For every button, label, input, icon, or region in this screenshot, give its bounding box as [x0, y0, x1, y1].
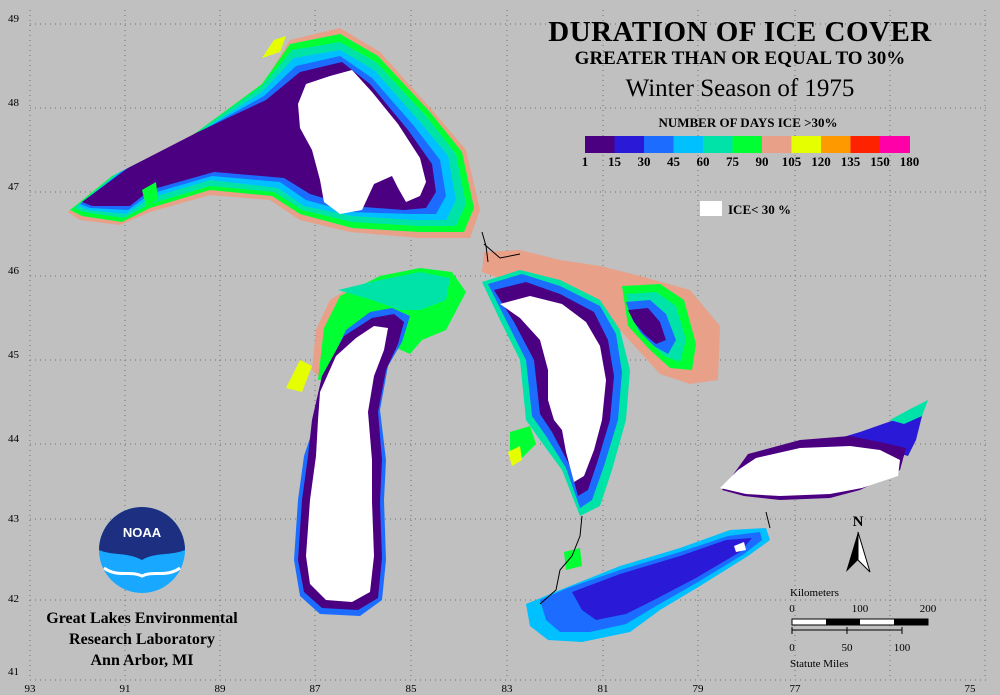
legend-tick-label: 105	[782, 154, 802, 169]
legend-tick-label: 45	[667, 154, 681, 169]
lon-label: 93	[25, 683, 37, 695]
legend-swatch	[673, 136, 704, 153]
lab-location: Ann Arbor, MI	[90, 652, 194, 669]
no-ice-swatch	[700, 201, 722, 216]
lon-label: 77	[790, 683, 802, 695]
legend-swatch	[791, 136, 822, 153]
legend-swatch	[850, 136, 881, 153]
legend-swatch	[880, 136, 910, 153]
legend-tick-label: 15	[608, 154, 622, 169]
legend-tick-label: 30	[638, 154, 651, 169]
lat-label: 46	[8, 265, 20, 277]
lon-label: 87	[310, 683, 322, 695]
legend-tick-labels: 1 15 30 45 60 75 90 105 120 135 150 180	[582, 154, 920, 169]
mi-tick: 100	[894, 642, 911, 654]
graticule	[29, 10, 990, 681]
lat-label: 43	[8, 513, 20, 525]
no-ice-label: ICE< 30 %	[728, 202, 791, 217]
rivers	[481, 231, 771, 605]
lake-ontario	[720, 400, 928, 500]
lab-credit: Great Lakes Environmental Research Labor…	[22, 608, 262, 671]
lat-label: 44	[8, 433, 20, 445]
km-title: Kilometers	[790, 587, 839, 599]
lake-michigan	[286, 268, 466, 616]
mi-tick: 50	[842, 642, 854, 654]
legend-tick-label: 1	[582, 154, 589, 169]
legend-tick-label: 180	[900, 154, 920, 169]
lake-huron	[482, 250, 720, 516]
longitude-labels: 93 91 89 87 85 83 81 79 77 75	[25, 683, 977, 695]
legend-swatch	[614, 136, 645, 153]
lon-label: 91	[120, 683, 131, 695]
legend-swatch	[732, 136, 763, 153]
legend-tick-label: 60	[697, 154, 710, 169]
north-arrow: N	[846, 514, 871, 573]
legend-tick-label: 135	[841, 154, 861, 169]
km-tick: 200	[920, 603, 937, 615]
lake-erie	[526, 528, 770, 642]
lon-label: 81	[598, 683, 609, 695]
km-tick: 0	[789, 603, 795, 615]
lon-label: 75	[965, 683, 977, 695]
lake-st-clair	[564, 548, 582, 570]
scale-bar: Kilometers 0 100 200 0 50 100 Statute Mi…	[789, 587, 937, 670]
lat-label: 49	[8, 13, 20, 25]
legend-swatch	[762, 136, 792, 153]
legend-tick-label: 120	[811, 154, 831, 169]
noaa-logo-text: NOAA	[123, 525, 162, 540]
legend-swatches	[585, 136, 910, 153]
lon-label: 89	[215, 683, 227, 695]
legend-heading: NUMBER OF DAYS ICE >30%	[658, 115, 837, 130]
legend-swatch	[585, 136, 615, 153]
legend: NUMBER OF DAYS ICE >30% 1 15 30 45 60 75 90 105…	[582, 115, 920, 217]
legend-tick-label: 75	[726, 154, 740, 169]
lat-label: 48	[8, 97, 20, 109]
legend-swatch	[821, 136, 851, 153]
lab-name-line2: Research Laboratory	[69, 631, 215, 648]
lab-name-line1: Great Lakes Environmental	[46, 610, 238, 627]
title-block: DURATION OF ICE COVER GREATER THAN OR EQ…	[520, 16, 960, 106]
lat-label: 41	[8, 666, 19, 678]
km-tick: 100	[852, 603, 869, 615]
map-subtitle: GREATER THAN OR EQUAL TO 30%	[574, 48, 906, 69]
lat-label: 42	[8, 593, 19, 605]
legend-tick-label: 150	[870, 154, 890, 169]
north-label: N	[853, 514, 864, 530]
lon-label: 79	[693, 683, 705, 695]
mi-tick: 0	[789, 642, 795, 654]
map-title: DURATION OF ICE COVER	[548, 16, 932, 48]
legend-tick-label: 90	[756, 154, 769, 169]
lon-label: 83	[502, 683, 514, 695]
noaa-logo: NOAA	[99, 507, 185, 593]
lat-label: 47	[8, 181, 20, 193]
lake-superior	[68, 28, 480, 238]
lon-label: 85	[406, 683, 418, 695]
mi-title: Statute Miles	[790, 658, 848, 670]
lat-label: 45	[8, 349, 20, 361]
season-label: Winter Season of 1975	[625, 75, 855, 102]
legend-swatch	[703, 136, 733, 153]
legend-swatch	[644, 136, 674, 153]
latitude-labels: 49 48 47 46 45 44 43 42 41	[8, 13, 20, 678]
